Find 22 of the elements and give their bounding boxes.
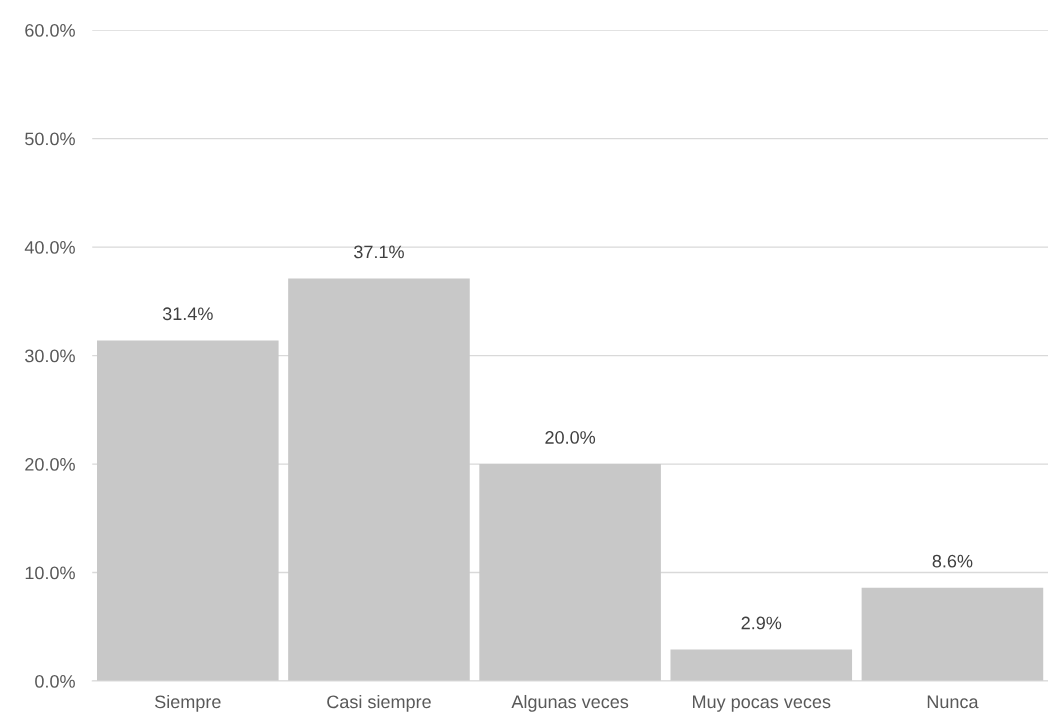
data-label: 2.9% (741, 616, 782, 630)
y-tick-label: 60.0% (25, 24, 75, 37)
data-label: 8.6% (932, 554, 973, 568)
x-tick-label: Siempre (155, 694, 221, 712)
y-tick-label: 20.0% (25, 458, 75, 471)
y-tick-label: 30.0% (25, 349, 75, 363)
bar (670, 649, 853, 682)
x-tick-label: Casi siempre (327, 694, 431, 712)
y-tick-label: 10.0% (25, 566, 75, 580)
y-tick-label: 50.0% (25, 132, 75, 146)
bar (479, 464, 661, 682)
bar (288, 278, 470, 682)
y-tick-label: 0.0% (35, 675, 75, 688)
y-tick-label: 40.0% (24, 241, 75, 254)
data-label: 31.4% (162, 307, 213, 321)
x-tick-label: Algunas veces (511, 694, 629, 712)
data-label: 37.1% (354, 245, 404, 259)
x-tick-label: Muy pocas veces (693, 695, 831, 712)
bar (97, 340, 279, 682)
x-tick-label: Nunca (927, 695, 979, 709)
data-label: 20.0% (545, 431, 596, 444)
bar (861, 587, 1044, 682)
